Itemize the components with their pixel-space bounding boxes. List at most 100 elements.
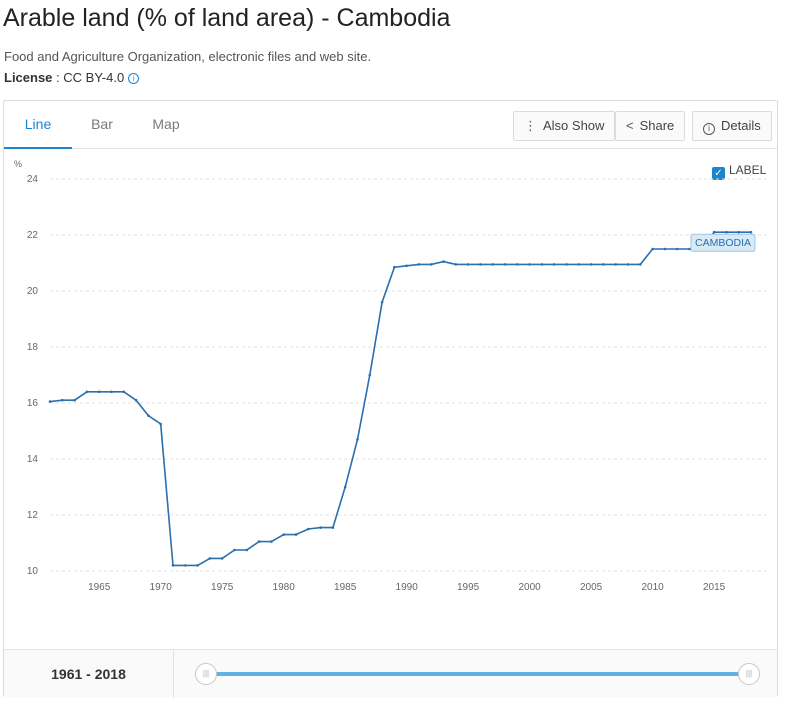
- range-slider-end-handle[interactable]: |||: [738, 663, 760, 685]
- data-point[interactable]: [110, 390, 113, 394]
- data-point[interactable]: [257, 540, 261, 543]
- data-point[interactable]: [565, 263, 568, 266]
- series-line-cambodia: [49, 231, 751, 567]
- data-point[interactable]: [73, 398, 76, 402]
- data-point[interactable]: [602, 263, 605, 266]
- data-point[interactable]: [540, 263, 544, 266]
- label-toggle-text: LABEL: [729, 163, 767, 177]
- info-circle-icon: i: [703, 123, 715, 135]
- license-line: License : CC BY-4.0 i: [4, 70, 140, 85]
- x-axis-ticks: 1965 1970 1975 1980 1985 1990 1995 2000 2005 2010…: [88, 582, 726, 593]
- data-point[interactable]: [380, 300, 384, 304]
- series-label-box: [690, 233, 756, 252]
- data-point[interactable]: [368, 373, 372, 377]
- label-checkbox-icon[interactable]: ✓: [712, 167, 725, 180]
- details-button[interactable]: i Details: [692, 111, 772, 141]
- data-point[interactable]: [405, 264, 408, 268]
- x-tick-label: 1990: [396, 582, 419, 593]
- y-tick-label: 10: [27, 566, 39, 577]
- data-point[interactable]: [528, 263, 531, 266]
- range-slider-track[interactable]: [209, 672, 753, 676]
- x-tick-label: 2005: [580, 582, 603, 593]
- data-point[interactable]: [48, 400, 52, 403]
- data-point[interactable]: [479, 263, 482, 266]
- license-value: : CC BY-4.0: [52, 70, 125, 85]
- y-tick-label: 24: [27, 174, 39, 185]
- info-icon[interactable]: i: [128, 73, 140, 84]
- data-point[interactable]: [639, 263, 642, 266]
- y-axis-unit-label: %: [14, 159, 22, 169]
- data-point[interactable]: [147, 414, 150, 417]
- tab-line[interactable]: Line: [4, 101, 72, 149]
- data-point[interactable]: [442, 260, 445, 263]
- also-show-label: Also Show: [543, 118, 605, 133]
- line-chart: 10 12 14 16 18 20 22 24 1965 1970 1975 1980 1985 199…: [14, 159, 769, 593]
- data-point[interactable]: [306, 527, 310, 531]
- page-title: Arable land (% of land area) - Cambodia: [3, 4, 451, 32]
- data-point[interactable]: [552, 263, 556, 266]
- data-point[interactable]: [417, 263, 421, 266]
- data-point[interactable]: [134, 398, 138, 402]
- share-button[interactable]: < Share: [615, 111, 686, 141]
- series-label-group: CAMBODIA: [690, 233, 756, 252]
- data-point[interactable]: [491, 263, 495, 266]
- data-point[interactable]: [85, 390, 89, 394]
- data-point[interactable]: [319, 526, 322, 529]
- data-point[interactable]: [220, 557, 224, 560]
- data-point[interactable]: [663, 247, 667, 251]
- vertical-dots-icon: ⋮: [524, 118, 537, 133]
- also-show-button[interactable]: ⋮ Also Show: [513, 111, 616, 141]
- x-tick-label: 1965: [88, 582, 111, 593]
- data-point[interactable]: [159, 422, 162, 426]
- data-point[interactable]: [675, 247, 679, 251]
- tab-map[interactable]: Map: [152, 116, 180, 132]
- data-point[interactable]: [122, 390, 126, 394]
- data-point[interactable]: [270, 540, 273, 543]
- series-label-text: CAMBODIA: [695, 237, 751, 249]
- data-point[interactable]: [503, 263, 507, 266]
- data-point[interactable]: [294, 533, 298, 536]
- data-point[interactable]: [208, 557, 212, 560]
- y-tick-label: 20: [27, 286, 39, 297]
- data-point[interactable]: [589, 263, 593, 266]
- data-point[interactable]: [614, 263, 618, 266]
- chart-tabs: Line Bar Map ⋮ Also Show < Share i Details: [4, 101, 777, 149]
- data-point[interactable]: [466, 263, 470, 266]
- data-point[interactable]: [651, 247, 654, 251]
- data-point[interactable]: [60, 398, 64, 402]
- data-point[interactable]: [429, 263, 433, 266]
- range-label: 1961 - 2018: [4, 650, 174, 698]
- x-tick-label: 1975: [211, 582, 234, 593]
- data-point[interactable]: [712, 230, 716, 234]
- data-point[interactable]: [356, 438, 359, 441]
- data-point[interactable]: [725, 230, 728, 234]
- y-tick-label: 22: [27, 230, 39, 241]
- data-point[interactable]: [331, 526, 335, 529]
- data-point[interactable]: [97, 390, 101, 394]
- label-toggle[interactable]: ✓ LABEL: [712, 163, 766, 180]
- grid-lines: [50, 178, 769, 572]
- data-point[interactable]: [737, 230, 741, 234]
- x-tick-label: 1980: [273, 582, 296, 593]
- data-point[interactable]: [577, 263, 581, 266]
- data-point[interactable]: [171, 564, 175, 567]
- data-point[interactable]: [393, 265, 396, 269]
- data-point[interactable]: [749, 230, 753, 234]
- range-slider-start-handle[interactable]: |||: [195, 663, 217, 685]
- data-point[interactable]: [282, 533, 285, 536]
- tab-bar[interactable]: Bar: [91, 116, 113, 132]
- data-point[interactable]: [196, 564, 199, 567]
- data-point[interactable]: [245, 548, 249, 552]
- data-point[interactable]: [233, 548, 236, 552]
- data-point[interactable]: [343, 485, 347, 489]
- data-point[interactable]: [626, 263, 630, 266]
- data-point[interactable]: [516, 263, 519, 266]
- y-tick-label: 16: [27, 398, 39, 409]
- x-tick-label: 1985: [334, 582, 357, 593]
- x-tick-label: 2000: [519, 582, 542, 593]
- x-tick-label: 1970: [150, 582, 173, 593]
- data-point[interactable]: [454, 263, 458, 266]
- data-point[interactable]: [688, 247, 691, 251]
- y-tick-label: 18: [27, 342, 39, 353]
- data-point[interactable]: [183, 564, 187, 567]
